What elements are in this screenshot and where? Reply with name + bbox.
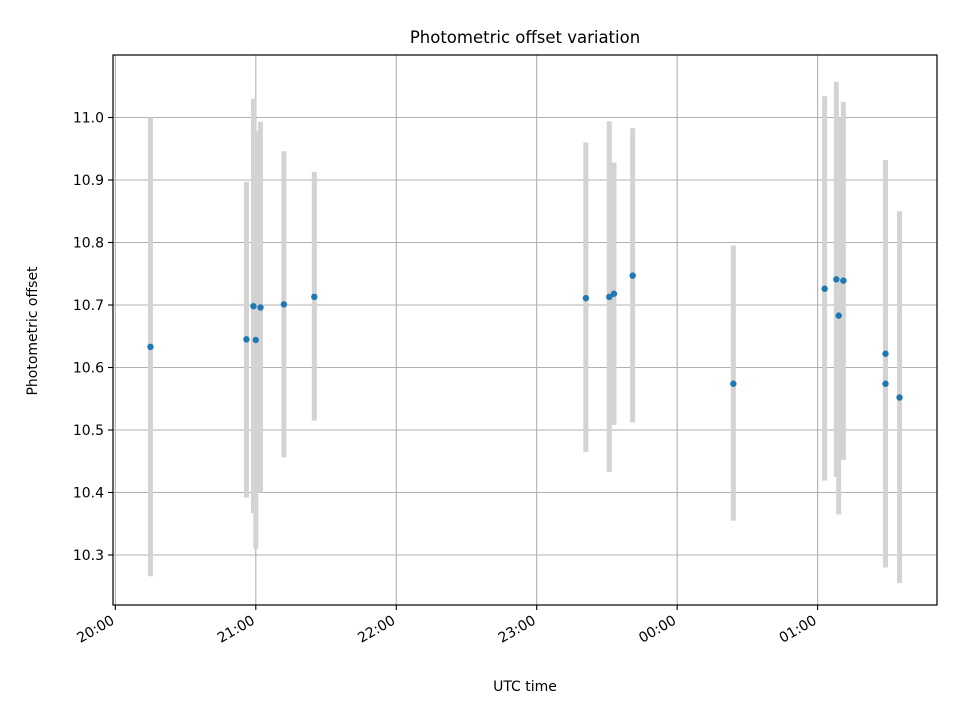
data-point <box>250 303 257 310</box>
data-point <box>882 350 889 357</box>
data-point <box>280 301 288 308</box>
data-point <box>252 336 259 344</box>
data-points <box>147 272 903 401</box>
data-point <box>582 294 590 302</box>
data-point <box>896 394 903 401</box>
y-axis-label: Photometric offset <box>25 266 41 396</box>
data-point <box>257 304 264 311</box>
y-tick-label: 10.7 <box>73 298 104 314</box>
y-tick-label: 10.5 <box>73 423 104 439</box>
data-point <box>882 380 889 387</box>
data-point <box>833 276 840 283</box>
y-tick-label: 10.8 <box>73 236 104 252</box>
data-point <box>840 277 847 284</box>
plot-frame <box>112 54 938 606</box>
y-tick-label: 10.3 <box>73 548 104 564</box>
data-point <box>629 272 636 279</box>
y-tick-label: 10.9 <box>73 173 104 189</box>
y-tick-label: 11.0 <box>73 111 104 127</box>
data-point <box>606 293 613 301</box>
grid <box>113 55 937 605</box>
data-point <box>311 293 318 301</box>
data-point <box>835 312 842 319</box>
chart-title: Photometric offset variation <box>410 28 640 47</box>
y-axis-ticks: 10.3 10.4 10.5 10.6 10.7 10.8 10.9 11.0 <box>73 111 113 564</box>
x-axis-label: UTC time <box>493 679 557 695</box>
y-tick-label: 10.4 <box>73 486 104 502</box>
y-tick-label: 10.6 <box>73 361 104 377</box>
data-point <box>730 380 737 387</box>
data-point <box>243 336 250 343</box>
data-point <box>821 285 828 292</box>
data-point <box>147 343 154 351</box>
data-point <box>610 290 618 297</box>
